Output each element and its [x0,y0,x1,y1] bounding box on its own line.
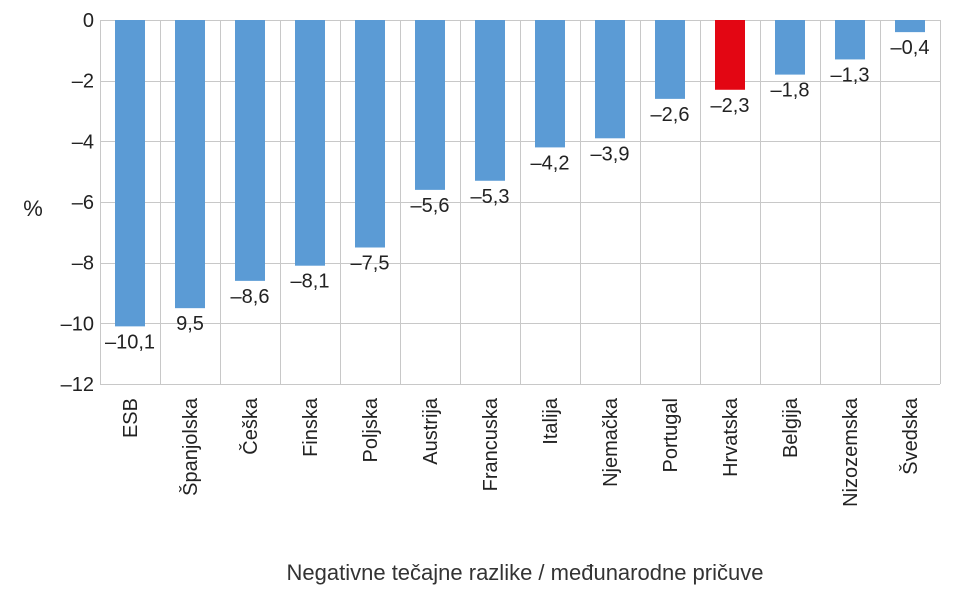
y-axis-unit-label: % [23,196,43,221]
x-category-label: Nizozemska [840,397,862,507]
data-label: –10,1 [105,331,155,353]
x-category-label: Belgija [780,397,802,458]
bar [355,20,385,248]
bar [535,20,565,148]
x-category-label: Italija [540,397,562,445]
y-axis-ticks: 0 –2 –4 –6 –8 –10 –12 [61,10,94,396]
data-label: 9,5 [176,313,204,335]
bar [475,20,505,181]
x-category-label: Hrvatska [720,397,742,477]
bar [835,20,865,60]
bar [175,20,205,309]
bar [595,20,625,139]
x-category-label: Poljska [360,397,382,462]
x-category-label: Portugal [660,398,682,473]
x-category-label: Švedska [899,397,922,475]
bar [115,20,145,327]
bar [775,20,805,75]
y-tick-label: –2 [72,71,94,93]
bar [715,20,745,90]
data-label: –3,9 [591,143,630,165]
data-label: –1,8 [771,80,810,102]
y-tick-label: –8 [72,253,94,275]
data-label: –5,3 [471,186,510,208]
x-category-label: Austrija [420,397,442,465]
x-category-label: Njemačka [600,397,622,487]
data-label: –0,4 [891,37,930,59]
x-category-label: Francuska [480,397,502,491]
data-label: –2,3 [711,95,750,117]
data-label: –8,6 [231,286,270,308]
x-axis-categories: ESB Španjolska Češka Finska Poljska Austrija F… [120,397,922,507]
data-labels: –10,1 9,5 –8,6 –8,1 –7,5 –5,6 –5,3 –4,2 –3,9 –2,6… [105,37,930,353]
data-label: –8,1 [291,271,330,293]
bar [295,20,325,266]
x-axis-title: Negativne tečajne razlike / međunarodne … [287,560,764,585]
data-label: –4,2 [531,152,570,174]
data-label: –5,6 [411,195,450,217]
x-category-label: Finska [300,397,322,457]
y-tick-label: 0 [83,10,94,32]
bars [115,20,925,327]
y-tick-label: –4 [72,131,94,153]
bar [895,20,925,33]
bar [235,20,265,281]
bar [415,20,445,190]
y-tick-label: –10 [61,313,94,335]
x-category-label: Češka [239,397,262,455]
data-label: –1,3 [831,64,870,86]
data-label: –7,5 [351,253,390,275]
y-tick-label: –12 [61,374,94,396]
x-category-label: Španjolska [179,397,202,496]
gridlines [100,20,941,385]
data-label: –2,6 [651,104,690,126]
y-tick-label: –6 [72,192,94,214]
bar [655,20,685,99]
x-category-label: ESB [120,398,142,438]
